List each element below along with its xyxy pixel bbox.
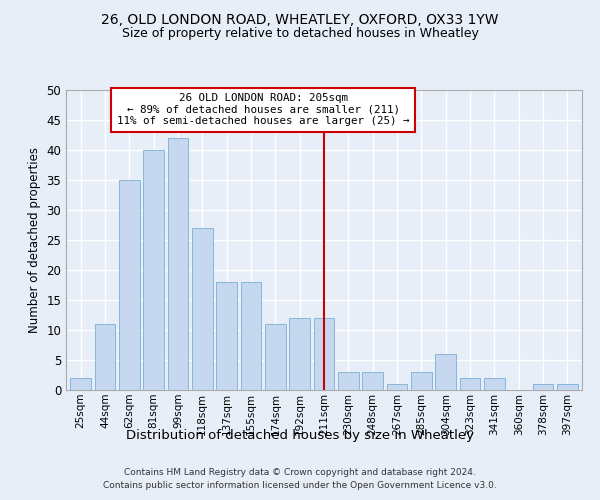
Bar bbox=[314, 318, 334, 390]
Bar bbox=[216, 282, 237, 390]
Bar bbox=[241, 282, 262, 390]
Text: Distribution of detached houses by size in Wheatley: Distribution of detached houses by size … bbox=[126, 428, 474, 442]
Bar bbox=[533, 384, 553, 390]
Bar bbox=[192, 228, 212, 390]
Bar bbox=[362, 372, 383, 390]
Bar bbox=[143, 150, 164, 390]
Bar bbox=[436, 354, 456, 390]
Bar bbox=[338, 372, 359, 390]
Bar bbox=[484, 378, 505, 390]
Bar bbox=[411, 372, 432, 390]
Text: 26, OLD LONDON ROAD, WHEATLEY, OXFORD, OX33 1YW: 26, OLD LONDON ROAD, WHEATLEY, OXFORD, O… bbox=[101, 12, 499, 26]
Bar bbox=[265, 324, 286, 390]
Text: Contains public sector information licensed under the Open Government Licence v3: Contains public sector information licen… bbox=[103, 480, 497, 490]
Bar bbox=[95, 324, 115, 390]
Bar bbox=[460, 378, 481, 390]
Text: Size of property relative to detached houses in Wheatley: Size of property relative to detached ho… bbox=[122, 28, 478, 40]
Bar bbox=[119, 180, 140, 390]
Bar bbox=[557, 384, 578, 390]
Bar bbox=[386, 384, 407, 390]
Bar bbox=[167, 138, 188, 390]
Bar bbox=[70, 378, 91, 390]
Bar bbox=[289, 318, 310, 390]
Text: Contains HM Land Registry data © Crown copyright and database right 2024.: Contains HM Land Registry data © Crown c… bbox=[124, 468, 476, 477]
Y-axis label: Number of detached properties: Number of detached properties bbox=[28, 147, 41, 333]
Text: 26 OLD LONDON ROAD: 205sqm
← 89% of detached houses are smaller (211)
11% of sem: 26 OLD LONDON ROAD: 205sqm ← 89% of deta… bbox=[117, 93, 409, 126]
